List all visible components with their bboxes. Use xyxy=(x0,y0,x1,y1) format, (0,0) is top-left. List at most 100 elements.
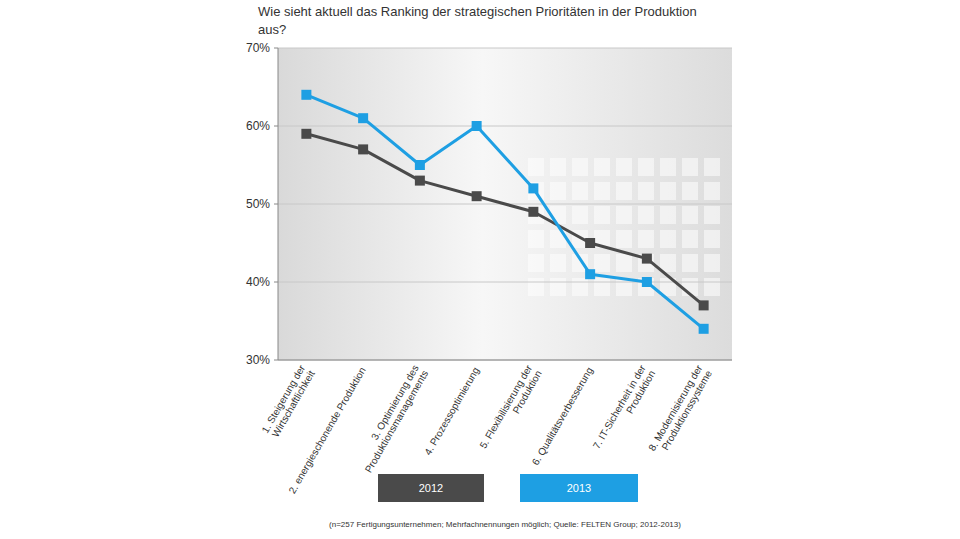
x-tick-label: 4. Prozessoptimierung xyxy=(422,365,481,457)
title-line: Wie sieht aktuell das Ranking der strate… xyxy=(258,4,697,19)
decor-tile xyxy=(682,182,698,200)
series-line xyxy=(306,95,703,329)
decor-tile xyxy=(682,158,698,176)
x-tick-line: 2. energieschonende Produktion xyxy=(286,365,368,495)
decor-tile xyxy=(572,182,588,200)
marker xyxy=(528,183,538,193)
legend-label: 2012 xyxy=(419,482,443,494)
decor-tile xyxy=(550,278,566,296)
decor-tile xyxy=(704,158,720,176)
decor-tile xyxy=(616,158,632,176)
marker xyxy=(642,254,652,264)
decoration xyxy=(528,158,720,296)
decor-tile xyxy=(528,158,544,176)
decor-tile xyxy=(704,230,720,248)
x-tick-line: 6. Qualitätsverbesserung xyxy=(530,365,595,467)
marker xyxy=(358,113,368,123)
y-tick-label: 30% xyxy=(246,353,270,367)
decor-tile xyxy=(528,230,544,248)
chart-root: Wie sieht aktuell das Ranking der strate… xyxy=(0,0,960,539)
decor-tile xyxy=(616,182,632,200)
decor-tile xyxy=(594,182,610,200)
x-tick-label: 2. energieschonende Produktion xyxy=(286,365,368,495)
decor-tile xyxy=(550,182,566,200)
x-tick-line: 7. IT-Sicherheit in der xyxy=(591,362,648,450)
marker xyxy=(585,238,595,248)
decor-tile xyxy=(594,254,610,272)
decor-tile xyxy=(616,254,632,272)
decor-tile xyxy=(660,158,676,176)
decor-tile xyxy=(594,158,610,176)
legend-swatch xyxy=(378,474,484,502)
x-tick-line: Produktionssysteme xyxy=(659,368,714,452)
tick-mark xyxy=(274,48,278,49)
y-axis xyxy=(278,48,279,360)
marker xyxy=(301,129,311,139)
decor-tile xyxy=(594,206,610,224)
legend-label: 2013 xyxy=(567,482,591,494)
tick-mark xyxy=(274,126,278,127)
x-tick-label: 8. Modernisierung derProduktionssysteme xyxy=(646,362,714,458)
plot-area xyxy=(301,90,708,334)
decor-tile xyxy=(528,182,544,200)
tick-mark xyxy=(274,204,278,205)
marker xyxy=(642,277,652,287)
title: Wie sieht aktuell das Ranking der strate… xyxy=(258,4,697,37)
decor-tile xyxy=(638,182,654,200)
decor-tile xyxy=(682,254,698,272)
y-tick-label: 70% xyxy=(246,41,270,55)
marker xyxy=(415,176,425,186)
tick-mark xyxy=(274,282,278,283)
marker xyxy=(472,191,482,201)
y-tick-label: 60% xyxy=(246,119,270,133)
decor-tile xyxy=(528,254,544,272)
decor-tile xyxy=(550,254,566,272)
decor-tile xyxy=(682,206,698,224)
decor-tile xyxy=(616,206,632,224)
x-tick-line: Produktion xyxy=(510,369,543,416)
decor-tile xyxy=(682,230,698,248)
decor-tile xyxy=(638,158,654,176)
grid-line xyxy=(278,282,732,283)
decor-tile xyxy=(550,158,566,176)
decor-tile xyxy=(660,182,676,200)
marker xyxy=(528,207,538,217)
decor-tile xyxy=(572,158,588,176)
y-tick-label: 50% xyxy=(246,197,270,211)
series-line xyxy=(306,134,703,306)
decor-tile xyxy=(638,206,654,224)
tick-mark xyxy=(274,360,278,361)
marker xyxy=(699,324,709,334)
decor-tile xyxy=(704,278,720,296)
x-tick-label: 7. IT-Sicherheit in derProduktion xyxy=(591,362,658,456)
x-tick-line: Wirtschaftlichkeit xyxy=(270,368,317,439)
marker xyxy=(358,144,368,154)
decor-tile xyxy=(704,206,720,224)
x-tick-line: 5. Flexibilisierung der xyxy=(477,362,534,450)
decor-tile xyxy=(572,278,588,296)
legend-swatch xyxy=(520,474,638,502)
x-tick-line: 4. Prozessoptimierung xyxy=(422,365,481,457)
y-tick-label: 40% xyxy=(246,275,270,289)
x-tick-line: Produktionsmanagements xyxy=(363,369,431,475)
decor-tile xyxy=(572,206,588,224)
x-tick-label: 1. Steigerung derWirtschaftlichkeit xyxy=(259,362,317,440)
plot-background xyxy=(278,48,732,360)
decor-tile xyxy=(528,278,544,296)
title-line: aus? xyxy=(258,22,286,37)
x-tick-label: 6. Qualitätsverbesserung xyxy=(530,365,595,467)
footnote: (n=257 Fertigungsunternehmen; Mehrfachne… xyxy=(329,520,681,529)
decor-tile xyxy=(594,278,610,296)
x-tick-label: 3. Optimierung desProduktionsmanagements xyxy=(353,363,430,475)
decor-tile xyxy=(660,206,676,224)
x-tick-line: Produktion xyxy=(624,369,657,416)
decor-tile xyxy=(660,230,676,248)
grid-line xyxy=(278,360,732,361)
decor-tile xyxy=(704,182,720,200)
decor-tile xyxy=(704,254,720,272)
grid-line xyxy=(278,126,732,127)
marker xyxy=(301,90,311,100)
grid-line xyxy=(278,48,732,49)
marker xyxy=(472,121,482,131)
marker xyxy=(699,300,709,310)
